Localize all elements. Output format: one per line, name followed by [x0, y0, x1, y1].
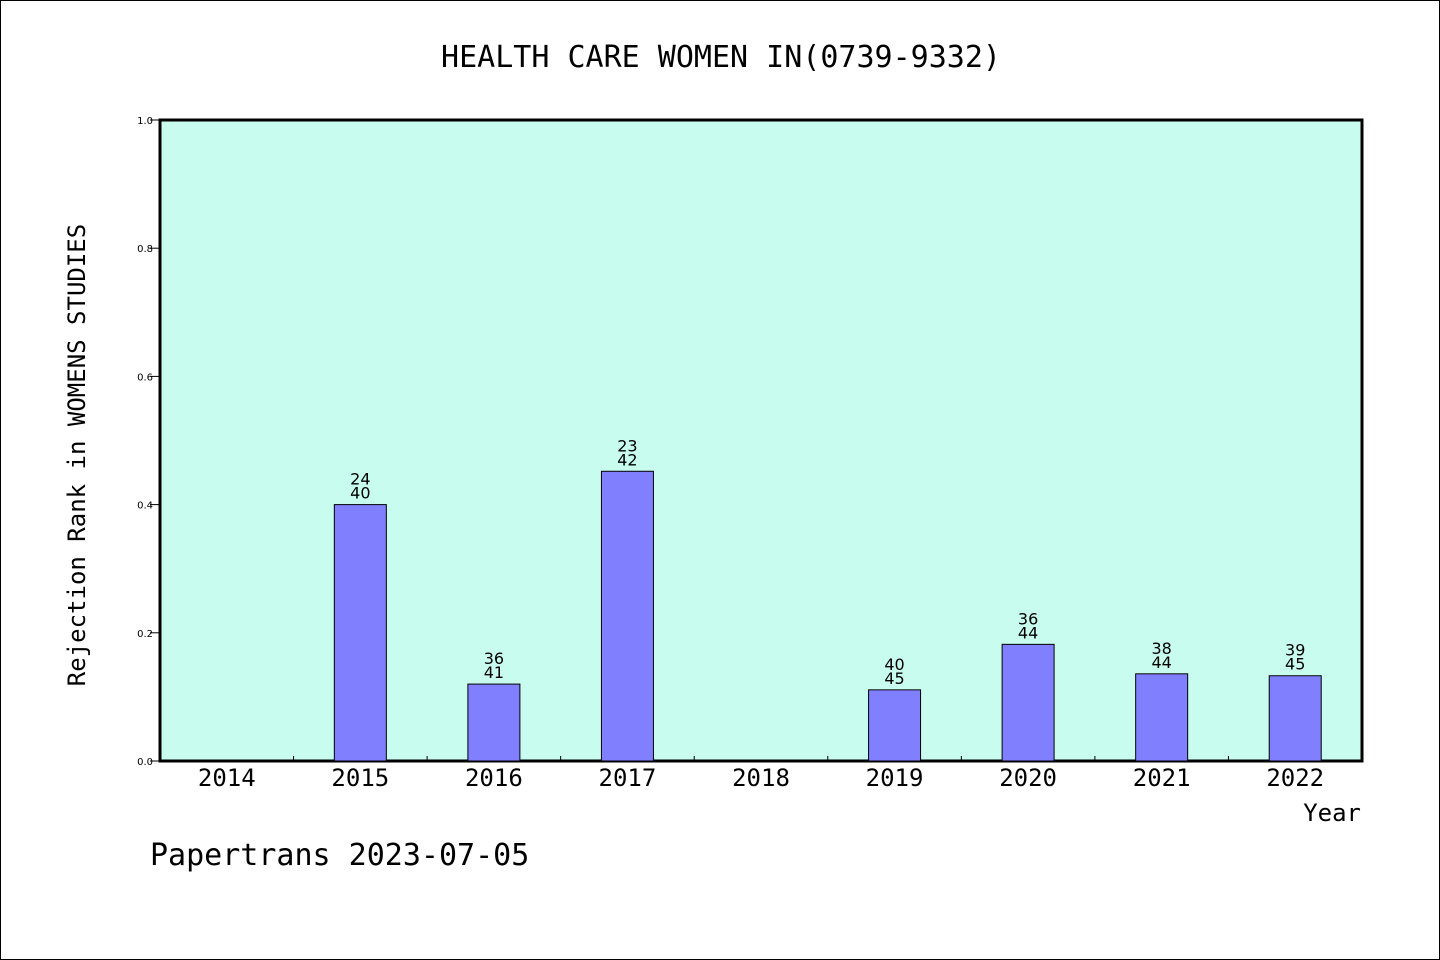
data-label-total: 45 [1285, 655, 1305, 674]
data-label-total: 42 [617, 450, 637, 469]
data-label-rank: 24 [350, 470, 370, 489]
data-label-rank: 23 [617, 436, 637, 455]
y-tick-label: 0.6 [137, 372, 153, 383]
bar-2016 [467, 683, 521, 762]
data-label-rank: 39 [1285, 641, 1305, 660]
y-tick-label: 0.0 [137, 757, 153, 768]
x-tick-label: 2015 [331, 764, 389, 792]
data-label-total: 45 [884, 669, 904, 688]
x-tick-label: 2022 [1266, 764, 1324, 792]
y-tick-label: 0.4 [137, 501, 153, 512]
bar-series [333, 470, 1322, 762]
x-axis-title: Year [1303, 799, 1361, 827]
data-label-rank: 36 [1018, 609, 1038, 628]
data-label-rank: 38 [1151, 639, 1171, 658]
y-tick-label: 1.0 [137, 116, 153, 127]
x-tick-label: 2021 [1133, 764, 1191, 792]
bar-2022 [1268, 675, 1322, 762]
data-label-rank: 36 [484, 649, 504, 668]
bar-2017 [600, 470, 654, 762]
y-axis-title: Rejection Rank in WOMENS STUDIES [63, 224, 91, 686]
bar-2015 [333, 504, 387, 762]
x-tick-label: 2016 [465, 764, 523, 792]
bar-2020 [1001, 643, 1055, 762]
x-tick-label: 2020 [999, 764, 1057, 792]
y-axis: 0.0 0.2 0.4 0.6 0.8 1.0 [137, 116, 160, 768]
data-label-total: 41 [484, 663, 504, 682]
bar-2021 [1135, 673, 1189, 762]
x-tick-label: 2018 [732, 764, 790, 792]
y-tick-label: 0.8 [137, 244, 153, 255]
footer-watermark: Papertrans 2023-07-05 [150, 838, 529, 873]
chart-title: HEALTH CARE WOMEN IN(0739-9332) [441, 40, 1001, 75]
data-label-total: 44 [1018, 623, 1038, 642]
x-axis: 2014 2015 2016 2017 2018 2019 2020 2021 2022 [198, 756, 1324, 792]
data-label-total: 40 [350, 484, 370, 503]
bar-2019 [868, 689, 922, 762]
x-tick-label: 2019 [866, 764, 924, 792]
x-tick-label: 2017 [599, 764, 657, 792]
y-tick-label: 0.2 [137, 629, 153, 640]
data-label-rank: 40 [884, 655, 904, 674]
data-label-total: 44 [1151, 653, 1171, 672]
x-tick-label: 2014 [198, 764, 256, 792]
